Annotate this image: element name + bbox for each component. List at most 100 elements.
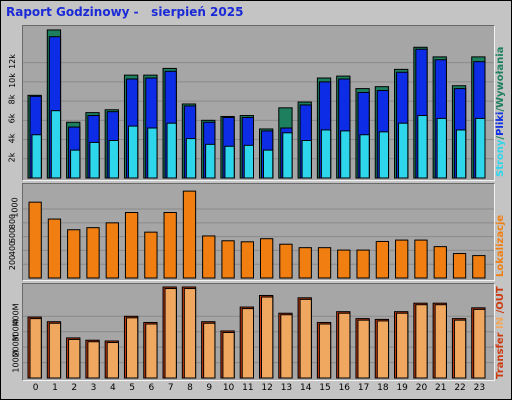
visits-bar — [395, 239, 409, 279]
visits-chart — [23, 190, 494, 279]
y-tick-label: 8k — [7, 94, 17, 105]
legend-lokalizacje: Lokalizacje — [495, 214, 506, 277]
x-tick-label: 16 — [338, 383, 351, 393]
x-tick-label: 17 — [357, 383, 370, 393]
pages-files-hits-chart — [23, 29, 494, 179]
pages-bar — [417, 115, 428, 179]
transfer-in-bar — [415, 304, 428, 379]
transfer-in-bar — [338, 312, 351, 379]
y-tick-label: 10k — [7, 72, 17, 88]
legend-separator: / — [495, 309, 506, 317]
pages-bar — [340, 130, 351, 179]
x-tick-label: 23 — [473, 383, 486, 393]
transfer-in-bar — [183, 288, 197, 379]
x-tick-label: 11 — [242, 383, 254, 393]
x-tick-label: 2 — [71, 383, 78, 393]
visits-bar — [124, 212, 139, 279]
x-tick-label: 15 — [319, 383, 331, 393]
pages-bar — [243, 144, 254, 179]
visits-bar — [317, 247, 332, 279]
transfer-panel — [22, 283, 495, 381]
transfer-in-bar — [318, 323, 332, 379]
transfer-in-bar — [241, 308, 254, 379]
visits-bar — [452, 253, 467, 279]
visits-bar — [47, 218, 62, 279]
transfer-in-bar — [125, 317, 139, 379]
x-tick-label: 12 — [261, 383, 273, 393]
pages-bar — [263, 149, 274, 179]
pages-bar — [108, 140, 119, 179]
x-tick-label: 18 — [377, 383, 389, 393]
legend-in: IN — [495, 316, 506, 333]
visits-bar — [163, 212, 177, 279]
visits-bar — [67, 229, 81, 279]
visits-bar — [182, 190, 197, 279]
transfer-in-bar — [164, 288, 177, 379]
visits-bar — [240, 241, 254, 279]
pages-bar — [378, 131, 390, 179]
pages-bar — [398, 122, 409, 179]
x-tick-label: 21 — [435, 383, 447, 393]
pages-bar — [320, 129, 332, 179]
transfer-in-bar — [261, 296, 274, 379]
transfer-in-bar — [396, 312, 409, 379]
transfer-in-bar — [68, 338, 81, 379]
pages-bar — [50, 110, 62, 179]
legend-wywolania: Wywołania — [495, 46, 506, 108]
transfer-in-bar — [106, 342, 119, 379]
legend-separator: / — [495, 135, 506, 140]
x-tick-label: 19 — [396, 383, 408, 393]
pages-bar — [359, 134, 370, 179]
x-tick-label: 8 — [187, 383, 193, 393]
y-tick-label: 100M — [11, 349, 21, 373]
pages-bar — [127, 125, 139, 179]
legend-strony: Strony — [495, 139, 506, 177]
pages-bar — [70, 149, 81, 179]
pages-bar — [147, 127, 158, 179]
visits-bar — [414, 239, 428, 279]
x-tick-label: 9 — [206, 383, 213, 393]
visits-bar — [337, 249, 351, 279]
legend-pliki: Pliki — [495, 111, 506, 136]
legend-transfer: Transfer — [495, 332, 506, 379]
y-tick-label: 2k — [7, 152, 17, 163]
y-tick-label: 600 — [8, 227, 18, 243]
x-tick-label: 10 — [222, 383, 235, 393]
x-tick-label: 0 — [32, 383, 39, 393]
y-tick-label: 800 — [8, 213, 18, 229]
visits-bar — [356, 249, 370, 279]
visits-bar — [28, 201, 42, 279]
transfer-in-bar — [280, 314, 293, 379]
visits-panel — [22, 183, 495, 281]
x-tick-label: 5 — [129, 383, 135, 393]
y-tick-label: 400M — [11, 303, 21, 326]
y-tick-label: 200 — [8, 255, 18, 271]
pages-bar — [224, 145, 235, 179]
visits-bar — [221, 240, 235, 279]
pages-bar — [475, 117, 486, 179]
visits-bar — [202, 235, 216, 279]
visits-bar — [472, 255, 486, 279]
transfer-in-bar — [434, 304, 447, 379]
y-tick-label: 400 — [8, 241, 18, 257]
pages-bar — [185, 138, 197, 179]
x-tick-label: 20 — [415, 383, 428, 393]
pages-bar — [455, 129, 467, 179]
report-title: Raport Godzinowy - sierpień 2025 — [6, 5, 244, 19]
x-tick-label: 1 — [52, 383, 58, 393]
pages-bar — [166, 122, 177, 179]
legend-out: OUT — [495, 286, 506, 310]
visits-bar — [433, 246, 447, 279]
visits-bar — [144, 231, 158, 279]
x-tick-label: 7 — [167, 383, 174, 393]
transfer-in-bar — [376, 320, 390, 379]
transfer-in-bar — [453, 319, 467, 379]
visits-bar — [86, 227, 100, 279]
x-tick-label: 4 — [109, 383, 116, 393]
transfer-chart — [23, 286, 494, 379]
pages-bar — [31, 134, 42, 179]
transfer-in-bar — [203, 322, 216, 379]
transfer-in-bar — [145, 323, 158, 379]
y-tick-label: 200M — [11, 334, 21, 357]
x-tick-label: 14 — [299, 383, 312, 393]
